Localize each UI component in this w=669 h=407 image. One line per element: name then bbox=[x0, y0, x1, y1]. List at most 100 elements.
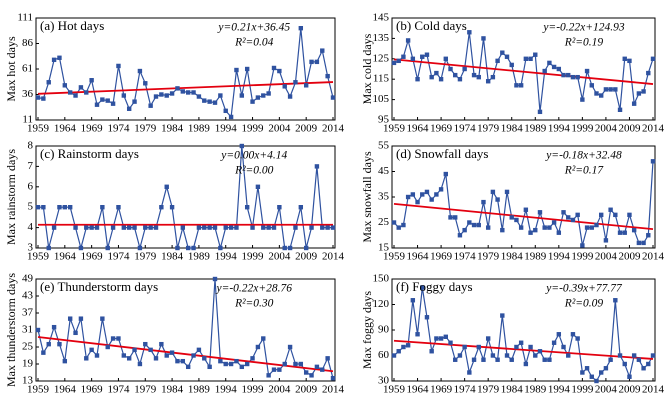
data-marker bbox=[650, 56, 656, 61]
x-tick-label: 2004 bbox=[268, 384, 291, 396]
y-tick-label: 37 bbox=[22, 307, 34, 319]
data-marker bbox=[561, 210, 566, 215]
data-marker bbox=[143, 341, 148, 347]
y-tick-label: 150 bbox=[373, 273, 390, 285]
y-axis-label: Max snowfall days bbox=[360, 151, 374, 243]
data-marker bbox=[218, 358, 223, 364]
x-tick-label: 1959 bbox=[383, 251, 406, 263]
data-marker bbox=[116, 336, 121, 341]
data-marker bbox=[271, 65, 277, 71]
r-squared: R²=0.09 bbox=[564, 298, 604, 310]
y-tick-label: 15 bbox=[378, 242, 390, 254]
x-tick-label: 1989 bbox=[524, 384, 547, 396]
data-marker bbox=[293, 225, 298, 230]
data-line bbox=[393, 161, 654, 246]
x-tick-label: 1974 bbox=[454, 123, 477, 135]
data-marker bbox=[509, 357, 514, 362]
data-marker bbox=[608, 207, 613, 212]
y-tick-label: 30 bbox=[378, 375, 390, 387]
x-tick-label: 2009 bbox=[295, 123, 318, 135]
data-marker bbox=[116, 63, 121, 69]
x-tick-label: 2004 bbox=[268, 251, 291, 263]
data-marker bbox=[396, 349, 401, 354]
x-tick-label: 1959 bbox=[383, 384, 406, 396]
data-marker bbox=[467, 370, 472, 375]
data-marker bbox=[523, 56, 529, 61]
data-marker bbox=[627, 58, 632, 64]
data-marker bbox=[261, 93, 266, 98]
data-marker bbox=[523, 361, 529, 367]
data-marker bbox=[481, 199, 486, 205]
data-marker bbox=[239, 93, 245, 98]
y-tick-label: 49 bbox=[22, 273, 34, 285]
data-marker bbox=[613, 212, 618, 218]
data-marker bbox=[420, 54, 425, 59]
equation: y=-0.18x+32.48 bbox=[545, 150, 622, 162]
panel-title: (e) Thunderstorm days bbox=[40, 279, 158, 294]
data-marker bbox=[457, 353, 463, 358]
data-marker bbox=[35, 205, 41, 210]
data-marker bbox=[84, 356, 89, 361]
data-marker bbox=[185, 90, 191, 95]
data-marker bbox=[126, 225, 132, 230]
data-marker bbox=[443, 334, 448, 339]
y-tick-label: 115 bbox=[373, 73, 390, 85]
x-tick-label: 2014 bbox=[642, 384, 665, 396]
data-marker bbox=[228, 225, 234, 230]
data-marker bbox=[599, 93, 604, 98]
y-tick-label: 105 bbox=[373, 93, 390, 105]
trend-line bbox=[393, 339, 654, 360]
y-tick-label: 86 bbox=[22, 37, 34, 49]
data-marker bbox=[533, 227, 538, 233]
data-marker bbox=[443, 171, 448, 177]
equation: y=0.21x+36.45 bbox=[217, 22, 290, 34]
data-marker bbox=[298, 361, 304, 367]
data-marker bbox=[608, 87, 613, 92]
data-marker bbox=[434, 192, 439, 197]
data-marker bbox=[110, 101, 116, 106]
data-marker bbox=[277, 68, 282, 74]
data-marker bbox=[589, 374, 594, 379]
x-tick-label: 1969 bbox=[81, 123, 104, 135]
x-tick-label: 1984 bbox=[501, 123, 524, 135]
data-marker bbox=[490, 189, 496, 195]
data-marker bbox=[191, 90, 196, 95]
data-marker bbox=[584, 68, 590, 74]
data-marker bbox=[589, 225, 594, 230]
y-tick-label: 111 bbox=[17, 12, 33, 24]
data-marker bbox=[137, 361, 143, 367]
x-tick-label: 1969 bbox=[430, 384, 453, 396]
y-tick-label: 95 bbox=[378, 114, 390, 126]
data-marker bbox=[41, 96, 46, 101]
data-marker bbox=[116, 205, 121, 210]
data-marker bbox=[608, 357, 613, 362]
data-marker bbox=[282, 84, 287, 89]
data-marker bbox=[41, 350, 46, 355]
x-tick-label: 1989 bbox=[188, 123, 211, 135]
data-marker bbox=[490, 74, 496, 80]
data-marker bbox=[287, 344, 293, 350]
x-tick-label: 2009 bbox=[618, 251, 641, 263]
x-tick-label: 1984 bbox=[161, 251, 184, 263]
x-tick-label: 1999 bbox=[571, 251, 594, 263]
data-marker bbox=[551, 340, 557, 345]
y-tick-label: 13 bbox=[22, 375, 34, 387]
plot-frame bbox=[35, 145, 336, 249]
trend-line bbox=[393, 202, 654, 231]
data-marker bbox=[594, 378, 599, 384]
data-marker bbox=[314, 164, 320, 169]
x-tick-label: 1969 bbox=[430, 251, 453, 263]
data-marker bbox=[401, 344, 406, 350]
data-marker bbox=[453, 72, 458, 78]
data-marker bbox=[542, 225, 547, 230]
y-tick-label: 8 bbox=[28, 140, 34, 152]
data-marker bbox=[325, 73, 330, 79]
data-marker bbox=[391, 353, 397, 358]
data-marker bbox=[594, 91, 599, 96]
x-tick-label: 1964 bbox=[54, 123, 77, 135]
data-marker bbox=[509, 62, 514, 68]
x-tick-label: 1994 bbox=[548, 251, 571, 263]
x-tick-label: 2009 bbox=[295, 251, 318, 263]
data-marker bbox=[234, 67, 239, 73]
data-marker bbox=[320, 367, 325, 372]
